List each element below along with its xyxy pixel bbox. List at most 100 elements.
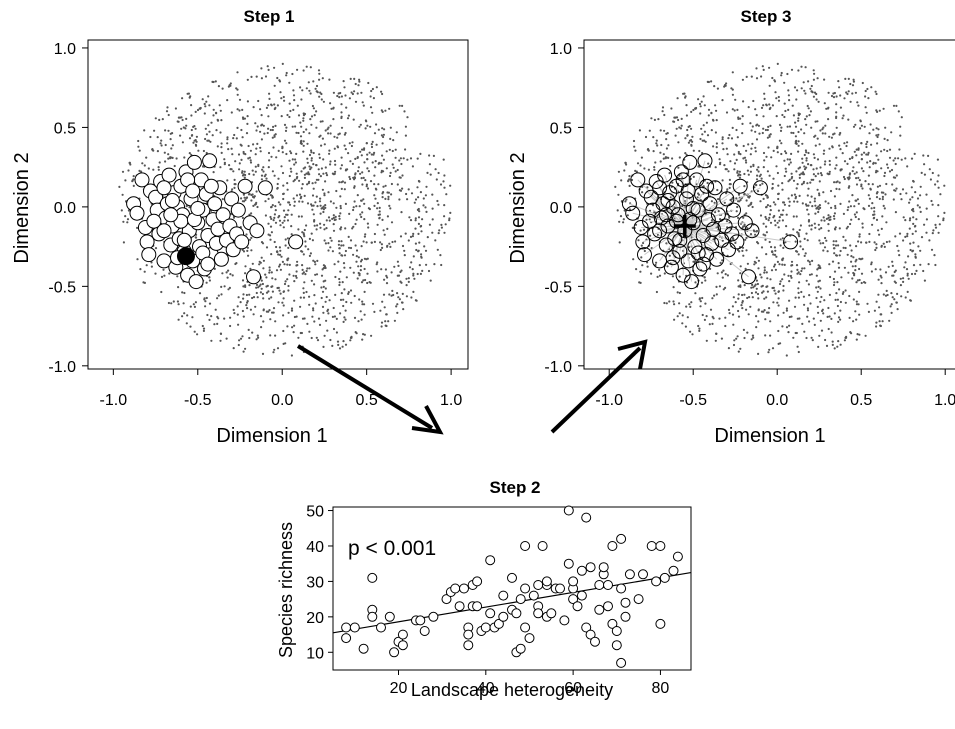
background-point <box>749 153 752 156</box>
background-point <box>386 227 389 230</box>
background-point <box>877 278 880 281</box>
background-point <box>855 281 858 284</box>
background-point <box>844 77 847 80</box>
background-point <box>855 183 859 186</box>
x-tick-label: 0.0 <box>766 392 788 409</box>
background-point <box>388 148 391 151</box>
background-point <box>389 137 392 140</box>
background-point <box>853 272 856 275</box>
background-point <box>770 269 774 272</box>
background-point <box>736 170 739 173</box>
background-point <box>163 151 166 154</box>
background-point <box>827 223 830 226</box>
background-point <box>347 292 350 295</box>
background-point <box>802 182 805 185</box>
background-point <box>338 283 341 287</box>
background-point <box>384 320 387 323</box>
background-point <box>265 246 269 249</box>
step2-x-axis-label: Landscape heterogeneity <box>411 680 613 700</box>
background-point <box>745 308 748 311</box>
background-point <box>697 192 700 195</box>
background-point <box>806 307 810 310</box>
background-point <box>899 192 902 196</box>
background-point <box>822 249 825 252</box>
background-point <box>756 292 760 296</box>
background-point <box>392 139 395 142</box>
background-point <box>862 207 865 210</box>
background-point <box>750 286 753 289</box>
background-point <box>381 218 384 221</box>
background-point <box>811 205 814 208</box>
background-point <box>319 120 322 123</box>
background-point <box>816 188 819 191</box>
background-point <box>380 321 384 324</box>
background-point <box>359 265 363 268</box>
background-point <box>792 114 796 117</box>
background-point <box>299 140 302 143</box>
background-point <box>413 277 416 280</box>
background-point <box>785 354 788 357</box>
background-point <box>316 259 319 262</box>
background-point <box>894 235 897 238</box>
background-point <box>665 302 668 305</box>
background-point <box>883 137 886 140</box>
data-point <box>607 618 618 629</box>
background-point <box>237 153 241 156</box>
background-point <box>659 151 662 154</box>
background-point <box>942 217 945 220</box>
x-tick-label: -0.5 <box>679 392 707 409</box>
background-point <box>771 250 774 253</box>
background-point <box>207 124 210 127</box>
background-point <box>290 307 294 310</box>
background-point <box>377 128 380 131</box>
background-point <box>852 256 855 259</box>
data-point <box>367 611 378 622</box>
highlighted-point <box>684 274 699 290</box>
background-point <box>268 297 271 300</box>
background-point <box>937 204 940 207</box>
background-point <box>265 177 268 180</box>
background-point <box>928 239 931 242</box>
background-point <box>661 106 665 109</box>
background-point <box>299 142 302 145</box>
background-point <box>381 154 384 157</box>
background-point <box>266 131 269 135</box>
background-point <box>650 117 653 120</box>
background-point <box>315 126 318 129</box>
background-point <box>873 210 876 213</box>
background-point <box>865 111 868 114</box>
background-point <box>797 117 800 120</box>
data-point <box>415 615 426 626</box>
background-point <box>348 97 351 100</box>
background-point <box>154 117 157 120</box>
background-point <box>757 259 761 262</box>
background-point <box>293 299 296 302</box>
background-point <box>424 249 428 252</box>
background-point <box>859 119 862 122</box>
background-point <box>916 204 919 207</box>
background-point <box>286 188 289 191</box>
background-point <box>169 132 172 135</box>
background-point <box>797 140 800 143</box>
background-point <box>838 227 841 230</box>
background-point <box>820 174 823 177</box>
background-point <box>319 204 322 207</box>
background-point <box>220 293 223 296</box>
background-point <box>379 248 382 252</box>
background-point <box>762 197 765 200</box>
background-point <box>829 218 832 221</box>
background-point <box>167 113 170 117</box>
background-point <box>861 187 864 190</box>
background-point <box>706 80 709 83</box>
background-point <box>360 281 364 284</box>
background-point <box>387 320 390 323</box>
background-point <box>251 296 254 300</box>
background-point <box>308 153 312 157</box>
background-point <box>246 115 249 118</box>
highlighted-point <box>635 234 651 250</box>
background-point <box>672 286 675 289</box>
background-point <box>367 170 370 173</box>
background-point <box>340 111 343 114</box>
background-point <box>880 227 883 230</box>
background-point <box>801 248 805 251</box>
